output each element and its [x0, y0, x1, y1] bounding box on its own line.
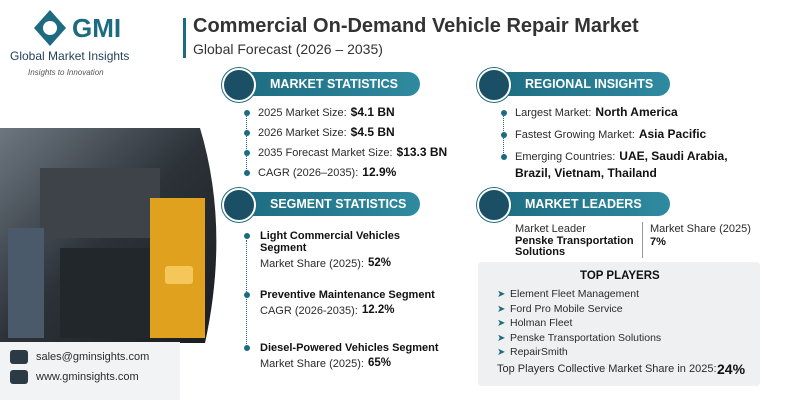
- section-header: REGIONAL INSIGHTS: [485, 72, 670, 96]
- title: Commercial On-Demand Vehicle Repair Mark…: [193, 15, 639, 37]
- stat-label: Fastest Growing Market:: [515, 129, 635, 141]
- leader-name: Solutions: [515, 246, 566, 258]
- bullet-arrow: ➤: [497, 303, 506, 315]
- heading: MARKET STATISTICS: [270, 77, 399, 91]
- leader-name: Penske Transportation: [515, 235, 634, 247]
- stat-value: $4.1 BN: [350, 105, 395, 119]
- stat-value: North America: [595, 105, 678, 119]
- heading: MARKET LEADERS: [525, 197, 642, 211]
- website[interactable]: www.gminsights.com: [36, 371, 139, 383]
- bullet: [501, 110, 507, 116]
- web-icon: [10, 370, 28, 384]
- bullet: [244, 170, 250, 176]
- stat-label: 2026 Market Size:: [258, 127, 347, 139]
- bullet: [244, 130, 250, 136]
- segment-name: Diesel-Powered Vehicles Segment: [260, 342, 439, 354]
- bullet: [244, 292, 250, 298]
- section-header: SEGMENT STATISTICS: [230, 192, 420, 216]
- email-icon: [10, 350, 28, 364]
- section-icon: [477, 188, 511, 222]
- stat-label: 2025 Market Size:: [258, 107, 347, 119]
- stat-label: Market Share (2025):: [260, 258, 364, 270]
- player: Element Fleet Management: [510, 288, 639, 300]
- leader-label: Market Leader: [515, 223, 586, 235]
- bullet: [244, 150, 250, 156]
- bullet-arrow: ➤: [497, 347, 506, 358]
- segment-name: Light Commercial Vehicles: [260, 230, 400, 242]
- section-icon: [222, 68, 256, 102]
- logo-name: GMI: [72, 13, 122, 43]
- heading: REGIONAL INSIGHTS: [525, 77, 654, 91]
- player: Holman Fleet: [510, 317, 573, 329]
- section-icon: [222, 188, 256, 222]
- stat-value: 65%: [367, 357, 391, 369]
- bullet-arrow: ➤: [497, 332, 506, 344]
- stat-label: Emerging Countries:: [515, 151, 616, 163]
- logo-icon: [34, 10, 66, 46]
- title-bar: [183, 18, 186, 58]
- bullet-arrow: ➤: [497, 318, 506, 329]
- logo-tagline: Insights to Innovation: [28, 68, 104, 77]
- footer-label: Top Players Collective Market Share in 2…: [497, 363, 717, 375]
- bullet: [501, 154, 507, 160]
- logo-text: Global Market Insights: [10, 49, 130, 63]
- stat-label: 2035 Forecast Market Size:: [258, 147, 393, 159]
- segment-name: Preventive Maintenance Segment: [260, 289, 435, 301]
- stat-label: CAGR (2026-2035):: [260, 305, 358, 317]
- bullet: [501, 132, 507, 138]
- section-header: MARKET LEADERS: [485, 192, 670, 216]
- stat-value: 12.9%: [362, 165, 397, 179]
- bullet: [244, 345, 250, 351]
- share-label: Market Share (2025): [650, 223, 751, 235]
- truck-photo: [0, 128, 217, 343]
- heading: SEGMENT STATISTICS: [270, 197, 407, 211]
- stat-value: 52%: [367, 257, 391, 269]
- section-header: MARKET STATISTICS: [230, 72, 420, 96]
- email[interactable]: sales@gminsights.com: [36, 351, 150, 363]
- stat-value: $4.5 BN: [350, 125, 395, 139]
- stat-value: $13.3 BN: [396, 145, 448, 159]
- stat-value: 12.2%: [361, 304, 395, 316]
- bullet-arrow: ➤: [497, 289, 506, 300]
- stat-value: UAE, Saudi Arabia,: [619, 149, 728, 163]
- subtitle: Global Forecast (2026 – 2035): [193, 41, 383, 57]
- top-players-box: [478, 262, 760, 386]
- player: RepairSmith: [510, 346, 568, 358]
- footer-value: 24%: [717, 361, 746, 377]
- bullet: [244, 110, 250, 116]
- stat-label: Market Share (2025):: [260, 358, 364, 370]
- segment-name: Segment: [260, 242, 307, 254]
- player: Ford Pro Mobile Service: [510, 302, 623, 315]
- section-icon: [477, 68, 511, 102]
- share-value: 7%: [650, 236, 666, 248]
- top-players-heading: TOP PLAYERS: [580, 270, 660, 282]
- contact-box: [0, 342, 180, 400]
- player: Penske Transportation Solutions: [510, 331, 662, 344]
- stat-label: CAGR (2026–2035):: [258, 167, 359, 179]
- stat-label: Largest Market:: [515, 107, 592, 119]
- stat-value: Brazil, Vietnam, Thailand: [515, 166, 657, 180]
- timeline: [246, 113, 247, 175]
- divider: [642, 222, 643, 258]
- stat-value: Asia Pacific: [638, 127, 707, 141]
- bullet: [244, 233, 250, 239]
